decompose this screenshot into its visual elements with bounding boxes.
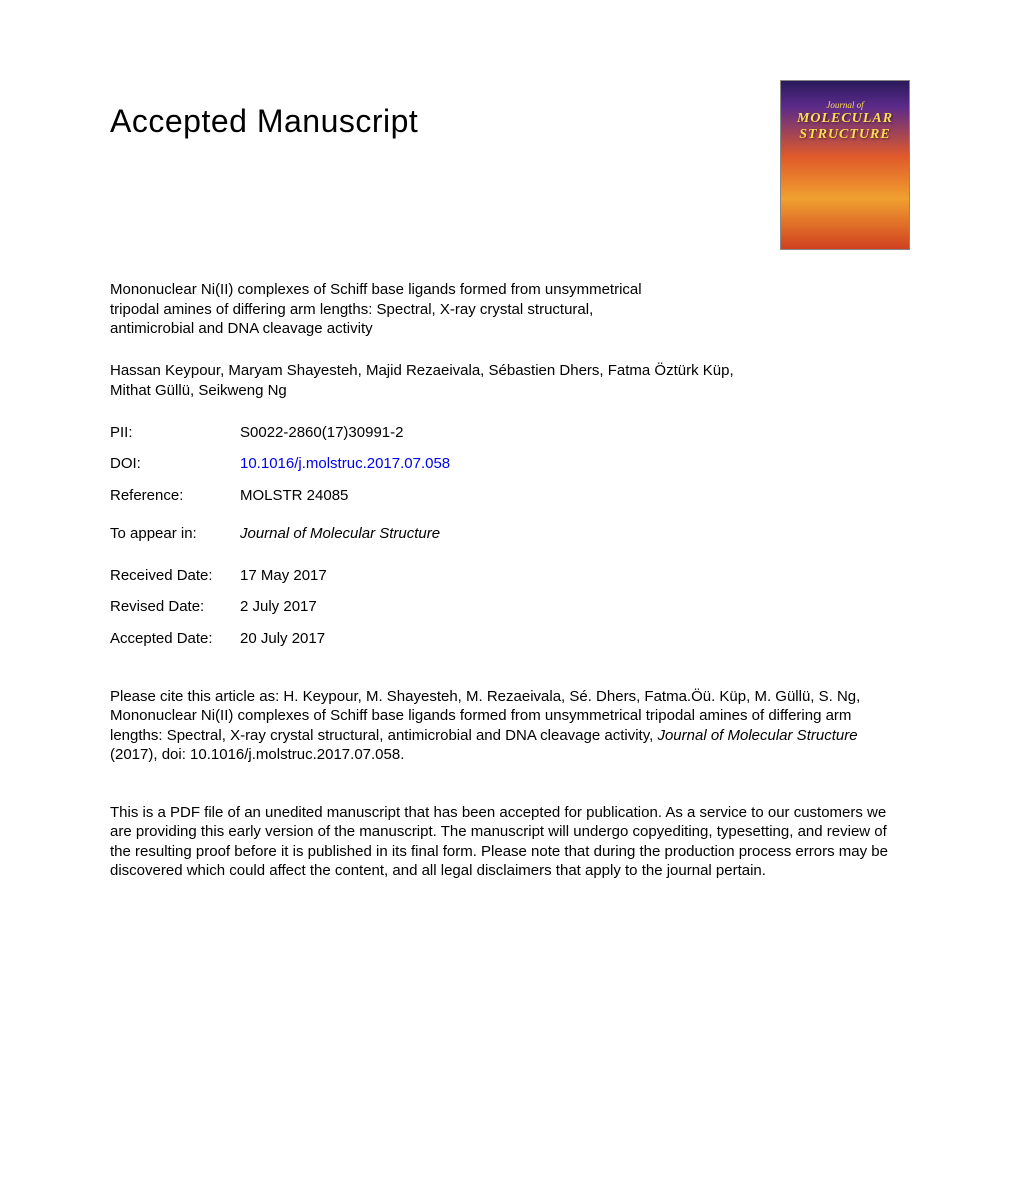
cover-title-block: Journal of MOLECULAR STRUCTURE xyxy=(781,99,909,142)
citation-text: Please cite this article as: H. Keypour,… xyxy=(110,687,900,765)
pii-value: S0022-2860(17)30991-2 xyxy=(240,423,403,443)
reference-row: Reference: MOLSTR 24085 xyxy=(110,486,910,506)
citation-journal: Journal of Molecular Structure xyxy=(657,727,857,744)
to-appear-value: Journal of Molecular Structure xyxy=(240,524,440,544)
citation-suffix: (2017), doi: 10.1016/j.molstruc.2017.07.… xyxy=(110,746,404,763)
article-title: Mononuclear Ni(II) complexes of Schiff b… xyxy=(110,280,670,339)
reference-value: MOLSTR 24085 xyxy=(240,486,348,506)
dates-block: Received Date: 17 May 2017 Revised Date:… xyxy=(110,566,910,649)
header-row: Accepted Manuscript Journal of MOLECULAR… xyxy=(110,100,910,250)
received-row: Received Date: 17 May 2017 xyxy=(110,566,910,586)
doi-label: DOI: xyxy=(110,454,240,474)
revised-label: Revised Date: xyxy=(110,597,240,617)
page-heading: Accepted Manuscript xyxy=(110,100,418,143)
doi-row: DOI: 10.1016/j.molstruc.2017.07.058 xyxy=(110,454,910,474)
received-value: 17 May 2017 xyxy=(240,566,327,586)
cover-title-line1: MOLECULAR xyxy=(781,111,909,126)
cover-pretitle: Journal of xyxy=(781,99,909,111)
authors-list: Hassan Keypour, Maryam Shayesteh, Majid … xyxy=(110,361,760,402)
received-label: Received Date: xyxy=(110,566,240,586)
pii-label: PII: xyxy=(110,423,240,443)
reference-label: Reference: xyxy=(110,486,240,506)
revised-value: 2 July 2017 xyxy=(240,597,317,617)
cover-title-line2: STRUCTURE xyxy=(781,127,909,142)
revised-row: Revised Date: 2 July 2017 xyxy=(110,597,910,617)
accepted-value: 20 July 2017 xyxy=(240,629,325,649)
pii-row: PII: S0022-2860(17)30991-2 xyxy=(110,423,910,443)
disclaimer-text: This is a PDF file of an unedited manusc… xyxy=(110,803,910,881)
metadata-block: PII: S0022-2860(17)30991-2 DOI: 10.1016/… xyxy=(110,423,910,506)
doi-link[interactable]: 10.1016/j.molstruc.2017.07.058 xyxy=(240,454,450,474)
accepted-label: Accepted Date: xyxy=(110,629,240,649)
accepted-row: Accepted Date: 20 July 2017 xyxy=(110,629,910,649)
journal-cover-thumbnail: Journal of MOLECULAR STRUCTURE xyxy=(780,80,910,250)
to-appear-row: To appear in: Journal of Molecular Struc… xyxy=(110,524,910,544)
to-appear-label: To appear in: xyxy=(110,524,240,544)
